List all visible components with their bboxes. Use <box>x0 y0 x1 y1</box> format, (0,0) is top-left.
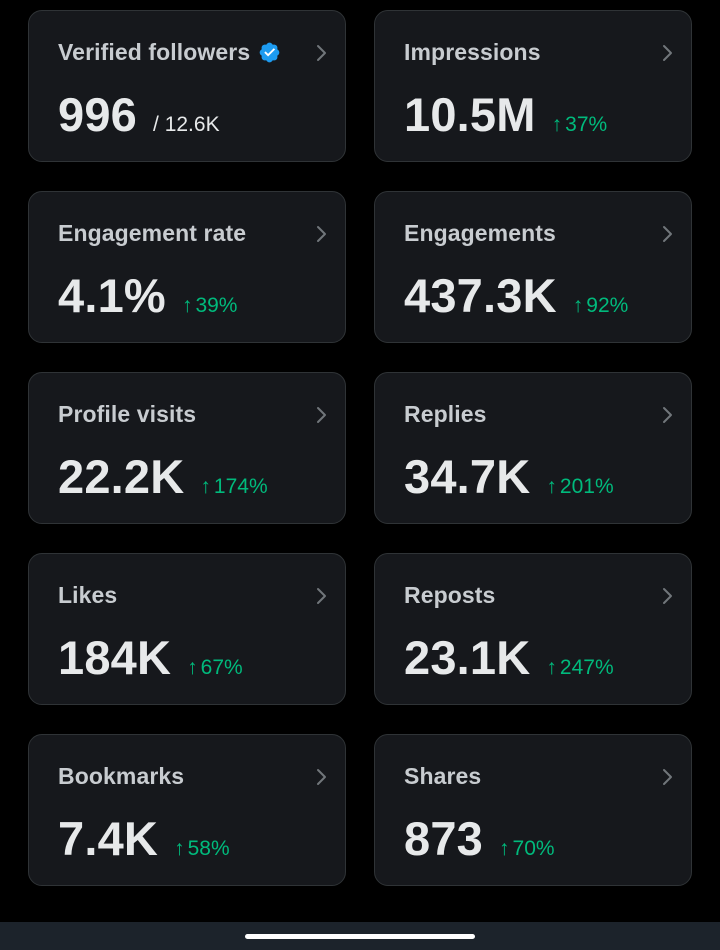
chevron-right-icon <box>663 588 672 604</box>
metric-value-row: 437.3K ↑ 92% <box>404 268 628 323</box>
metric-value: 10.5M <box>404 88 536 141</box>
metric-change: ↑ 67% <box>187 656 243 680</box>
metric-card-bookmarks[interactable]: Bookmarks 7.4K ↑ 58% <box>28 734 346 886</box>
metric-change: ↑ 58% <box>174 837 230 861</box>
metric-value: 437.3K <box>404 269 557 322</box>
metric-value: 996 <box>58 88 138 141</box>
metric-change: ↑ 92% <box>573 294 629 318</box>
chevron-right-icon <box>663 407 672 423</box>
metric-change: ↑ 174% <box>200 475 267 499</box>
arrow-up-icon: ↑ <box>499 837 510 860</box>
metric-change-value: 174% <box>213 475 268 498</box>
metric-card-impressions[interactable]: Impressions 10.5M ↑ 37% <box>374 10 692 162</box>
metric-title: Likes <box>58 582 118 608</box>
home-indicator[interactable] <box>245 934 475 939</box>
metric-change: ↑ 201% <box>546 475 613 499</box>
metric-title: Bookmarks <box>58 763 185 789</box>
metric-card-profile-visits[interactable]: Profile visits 22.2K ↑ 174% <box>28 372 346 524</box>
metric-change-value: 201% <box>559 475 614 498</box>
metric-card-engagements[interactable]: Engagements 437.3K ↑ 92% <box>374 191 692 343</box>
chevron-right-icon <box>663 45 672 61</box>
metric-value-row: 23.1K ↑ 247% <box>404 630 614 685</box>
metric-card-verified-followers[interactable]: Verified followers 996 / 12.6K <box>28 10 346 162</box>
metric-change-value: 58% <box>187 837 230 860</box>
metric-change: ↑ 37% <box>552 113 608 137</box>
chevron-right-icon <box>663 226 672 242</box>
metric-change: ↑ 39% <box>182 294 238 318</box>
arrow-up-icon: ↑ <box>181 294 193 317</box>
metric-value-row: 34.7K ↑ 201% <box>404 449 614 504</box>
metric-change-value: 92% <box>586 294 629 317</box>
chevron-right-icon <box>663 769 672 785</box>
verified-badge-icon <box>259 42 280 63</box>
arrow-up-icon: ↑ <box>572 294 584 317</box>
metric-title: Impressions <box>404 39 541 65</box>
chevron-right-icon <box>317 407 326 423</box>
metric-value: 23.1K <box>404 631 531 684</box>
metric-title-row: Verified followers <box>58 39 281 66</box>
metric-value-row: 996 / 12.6K <box>58 87 220 142</box>
metric-card-engagement-rate[interactable]: Engagement rate 4.1% ↑ 39% <box>28 191 346 343</box>
metric-change-value: 39% <box>195 294 238 317</box>
metric-card-replies[interactable]: Replies 34.7K ↑ 201% <box>374 372 692 524</box>
metric-change: ↑ 70% <box>499 837 555 861</box>
chevron-right-icon <box>317 45 326 61</box>
metric-value: 34.7K <box>404 450 531 503</box>
chevron-right-icon <box>317 588 326 604</box>
metric-value: 22.2K <box>58 450 185 503</box>
metric-card-shares[interactable]: Shares 873 ↑ 70% <box>374 734 692 886</box>
metric-title: Reposts <box>404 582 496 608</box>
system-navigation-bar <box>0 922 720 950</box>
metric-card-likes[interactable]: Likes 184K ↑ 67% <box>28 553 346 705</box>
metric-value: 184K <box>58 631 172 684</box>
arrow-up-icon: ↑ <box>174 837 185 860</box>
metric-change: ↑ 247% <box>546 656 613 680</box>
metric-total: / 12.6K <box>153 113 220 136</box>
arrow-up-icon: ↑ <box>546 475 557 498</box>
metric-value-row: 22.2K ↑ 174% <box>58 449 268 504</box>
arrow-up-icon: ↑ <box>546 656 557 679</box>
metric-title: Profile visits <box>58 401 197 427</box>
metric-title: Shares <box>404 763 482 789</box>
metric-value-row: 184K ↑ 67% <box>58 630 243 685</box>
metric-change-value: 70% <box>512 837 555 860</box>
metric-change-value: 67% <box>200 656 243 679</box>
chevron-right-icon <box>317 226 326 242</box>
metric-title: Engagements <box>404 220 556 246</box>
metrics-grid: Verified followers 996 / 12.6K Impressio… <box>28 10 692 886</box>
metric-value: 873 <box>404 812 484 865</box>
metric-card-reposts[interactable]: Reposts 23.1K ↑ 247% <box>374 553 692 705</box>
metric-value-row: 10.5M ↑ 37% <box>404 87 607 142</box>
metric-value: 7.4K <box>58 812 159 865</box>
metric-title: Engagement rate <box>58 220 247 246</box>
metric-change-value: 247% <box>559 656 614 679</box>
metric-title: Verified followers <box>58 39 251 65</box>
metric-value-row: 7.4K ↑ 58% <box>58 811 230 866</box>
metric-value: 4.1% <box>58 269 166 322</box>
arrow-up-icon: ↑ <box>200 475 211 498</box>
metric-value-row: 4.1% ↑ 39% <box>58 268 237 323</box>
metric-change-value: 37% <box>565 113 608 136</box>
arrow-up-icon: ↑ <box>187 656 198 679</box>
arrow-up-icon: ↑ <box>551 113 563 136</box>
metric-title: Replies <box>404 401 487 427</box>
chevron-right-icon <box>317 769 326 785</box>
metric-value-row: 873 ↑ 70% <box>404 811 555 866</box>
